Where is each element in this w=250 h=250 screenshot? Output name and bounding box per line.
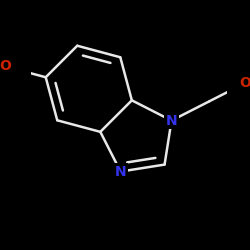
Text: N: N [166, 114, 177, 128]
Text: O: O [0, 59, 11, 73]
Text: N: N [115, 164, 126, 178]
Text: O: O [239, 76, 250, 90]
